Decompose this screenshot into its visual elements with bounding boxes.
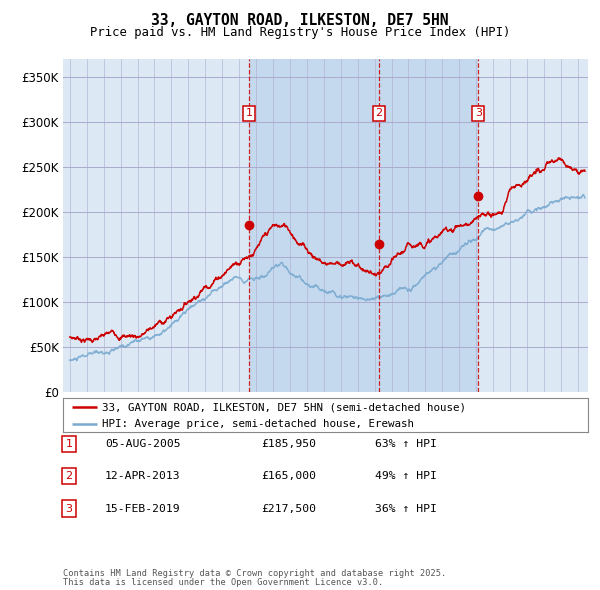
Text: 49% ↑ HPI: 49% ↑ HPI [375,471,437,481]
Text: 3: 3 [475,108,482,118]
Text: This data is licensed under the Open Government Licence v3.0.: This data is licensed under the Open Gov… [63,578,383,588]
Text: 33, GAYTON ROAD, ILKESTON, DE7 5HN: 33, GAYTON ROAD, ILKESTON, DE7 5HN [151,13,449,28]
Text: 05-AUG-2005: 05-AUG-2005 [105,439,181,448]
Bar [379,59,478,392]
Text: £165,000: £165,000 [261,471,316,481]
Text: 15-FEB-2019: 15-FEB-2019 [105,504,181,513]
Text: Price paid vs. HM Land Registry's House Price Index (HPI): Price paid vs. HM Land Registry's House … [90,26,510,39]
Text: Contains HM Land Registry data © Crown copyright and database right 2025.: Contains HM Land Registry data © Crown c… [63,569,446,578]
Text: £217,500: £217,500 [261,504,316,513]
Text: 1: 1 [65,439,73,448]
Text: 33, GAYTON ROAD, ILKESTON, DE7 5HN (semi-detached house): 33, GAYTON ROAD, ILKESTON, DE7 5HN (semi… [103,402,466,412]
Text: 1: 1 [245,108,253,118]
Text: 2: 2 [376,108,383,118]
Text: 36% ↑ HPI: 36% ↑ HPI [375,504,437,513]
Text: £185,950: £185,950 [261,439,316,448]
Bar [249,59,379,392]
Text: 12-APR-2013: 12-APR-2013 [105,471,181,481]
Text: HPI: Average price, semi-detached house, Erewash: HPI: Average price, semi-detached house,… [103,419,415,430]
Text: 63% ↑ HPI: 63% ↑ HPI [375,439,437,448]
Text: 2: 2 [65,471,73,481]
Text: 3: 3 [65,504,73,513]
